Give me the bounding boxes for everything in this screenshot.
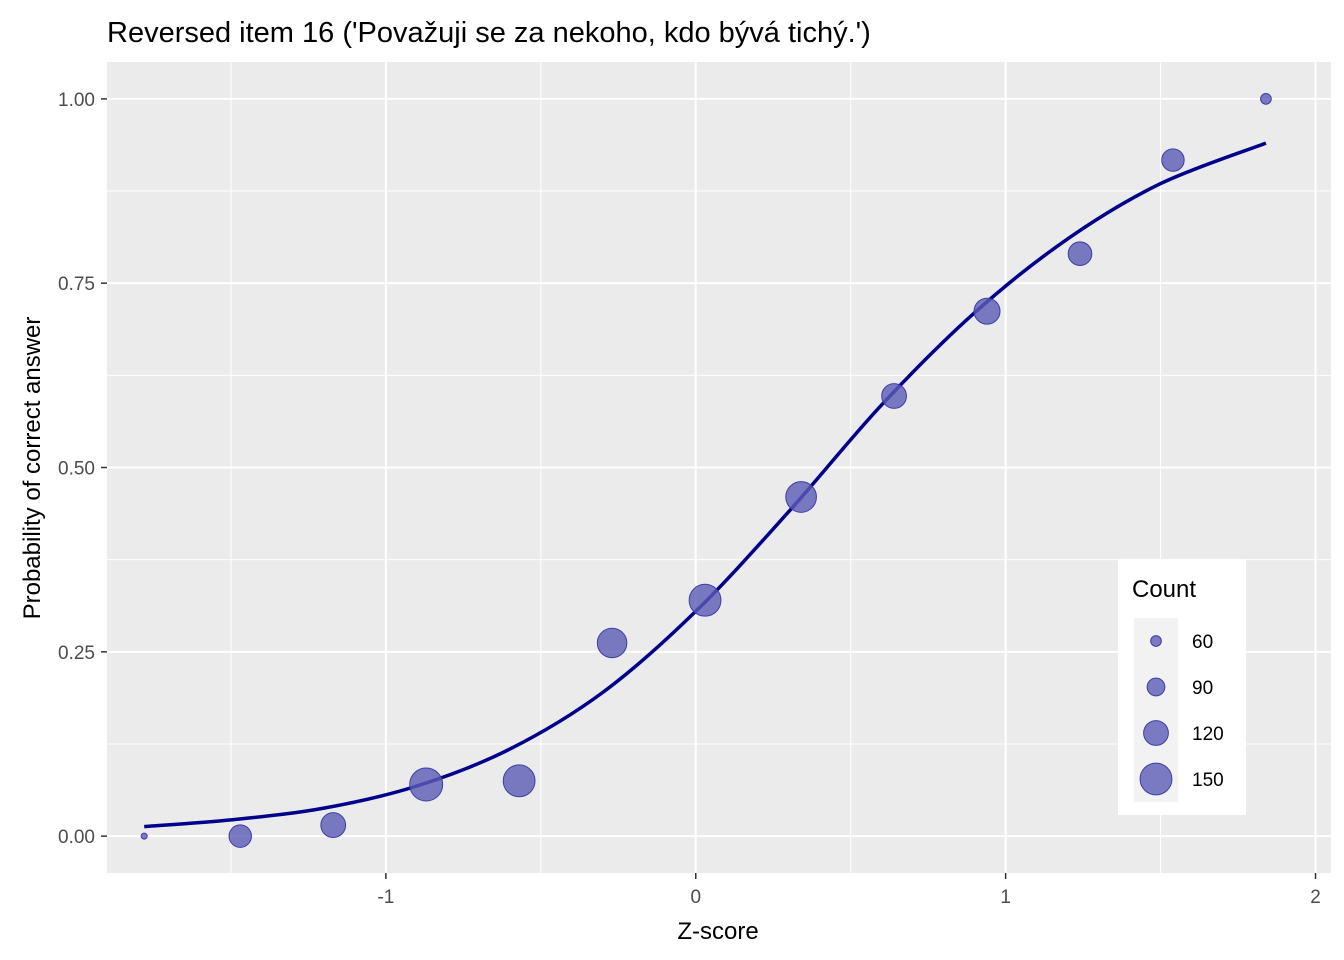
y-axis-title: Probability of correct answer: [19, 317, 46, 620]
x-axis-title: Z-score: [677, 918, 758, 945]
data-point: [228, 824, 252, 848]
data-point: [688, 583, 722, 617]
legend-entries: 60 90 120 150: [1134, 618, 1224, 802]
data-point: [1161, 148, 1185, 172]
data-point: [785, 481, 817, 513]
y-tick-label: 0.25: [58, 643, 95, 664]
legend-key: [1146, 677, 1166, 697]
data-point: [140, 832, 148, 840]
y-axis-ticks: 0.00 0.25 0.50 0.75 1.00: [58, 90, 107, 848]
chart-title: Reversed item 16 ('Považuji se za nekoho…: [107, 17, 871, 49]
x-axis-ticks: -1 0 1 2: [377, 873, 1321, 908]
x-tick-label: -1: [377, 887, 394, 908]
y-tick-label: 0.75: [58, 274, 95, 295]
data-point: [409, 767, 444, 802]
legend-label: 120: [1192, 724, 1224, 745]
x-tick-label: 2: [1310, 887, 1321, 908]
data-point: [973, 297, 1001, 325]
y-tick-label: 0.50: [58, 459, 95, 480]
x-tick-label: 0: [690, 887, 701, 908]
data-points: [140, 93, 1272, 848]
legend-key: [1143, 720, 1169, 746]
grid-lines: [107, 62, 1331, 873]
legend-key: [1150, 635, 1162, 647]
y-tick-label: 0.00: [58, 827, 95, 848]
legend-label: 60: [1192, 632, 1213, 653]
x-tick-label: 1: [1000, 887, 1011, 908]
data-point: [881, 383, 907, 409]
legend-key: [1139, 762, 1173, 796]
legend-label: 150: [1192, 770, 1224, 791]
legend: Count 60 90 120 150: [1118, 559, 1246, 815]
data-point: [596, 627, 628, 659]
legend-title: Count: [1132, 576, 1196, 603]
legend-label: 90: [1192, 678, 1213, 699]
data-point: [502, 764, 536, 798]
data-point: [1067, 241, 1093, 266]
data-point: [1260, 93, 1272, 105]
y-tick-label: 1.00: [58, 90, 95, 111]
data-point: [320, 812, 347, 838]
